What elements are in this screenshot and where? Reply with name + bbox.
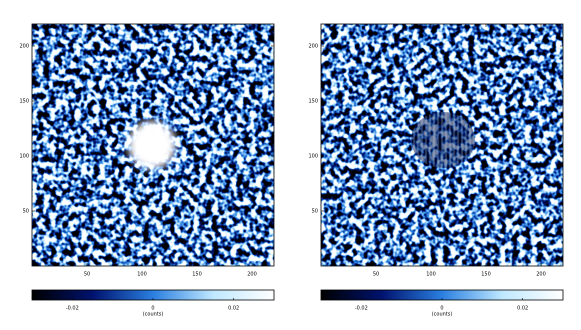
colorbar-tick-label: -0.02: [355, 306, 368, 312]
residual: [411, 112, 475, 168]
axes-frame: [31, 23, 275, 267]
colorbar-label: (counts): [432, 312, 453, 318]
source: [128, 121, 176, 169]
colorbar-tick-label: 0: [151, 306, 154, 312]
x-tick-label: 150: [481, 272, 491, 278]
colorbar-tick-label: -0.02: [66, 306, 79, 312]
colorbar-tick-label: 0.02: [228, 306, 239, 312]
colorbar-tick-label: 0.02: [517, 306, 528, 312]
x-tick-label: 100: [426, 272, 436, 278]
x-tick-label: 50: [84, 272, 90, 278]
x-tick-label: 100: [137, 272, 147, 278]
axes-frame: [320, 23, 564, 267]
y-tick-label: 200: [308, 44, 318, 50]
panel: 50 100 150 200 50 100 150 200 -0.02 0 0.02 (counts): [19, 23, 275, 318]
y-tick-label: 50: [312, 209, 318, 215]
panel: 50 100 150 200 50 100 150 200 -0.02 0 0.02 (counts): [308, 23, 564, 318]
y-tick-label: 100: [19, 154, 29, 160]
y-tick-label: 150: [308, 99, 318, 105]
x-tick-label: 200: [247, 272, 257, 278]
x-tick-label: 50: [373, 272, 379, 278]
colorbar-tick-label: 0: [440, 306, 443, 312]
y-tick-label: 150: [19, 99, 29, 105]
y-tick-label: 50: [23, 209, 29, 215]
x-tick-label: 150: [192, 272, 202, 278]
x-tick-label: 200: [536, 272, 546, 278]
y-tick-label: 100: [308, 154, 318, 160]
colorbar-label: (counts): [143, 312, 164, 318]
y-tick-label: 200: [19, 44, 29, 50]
